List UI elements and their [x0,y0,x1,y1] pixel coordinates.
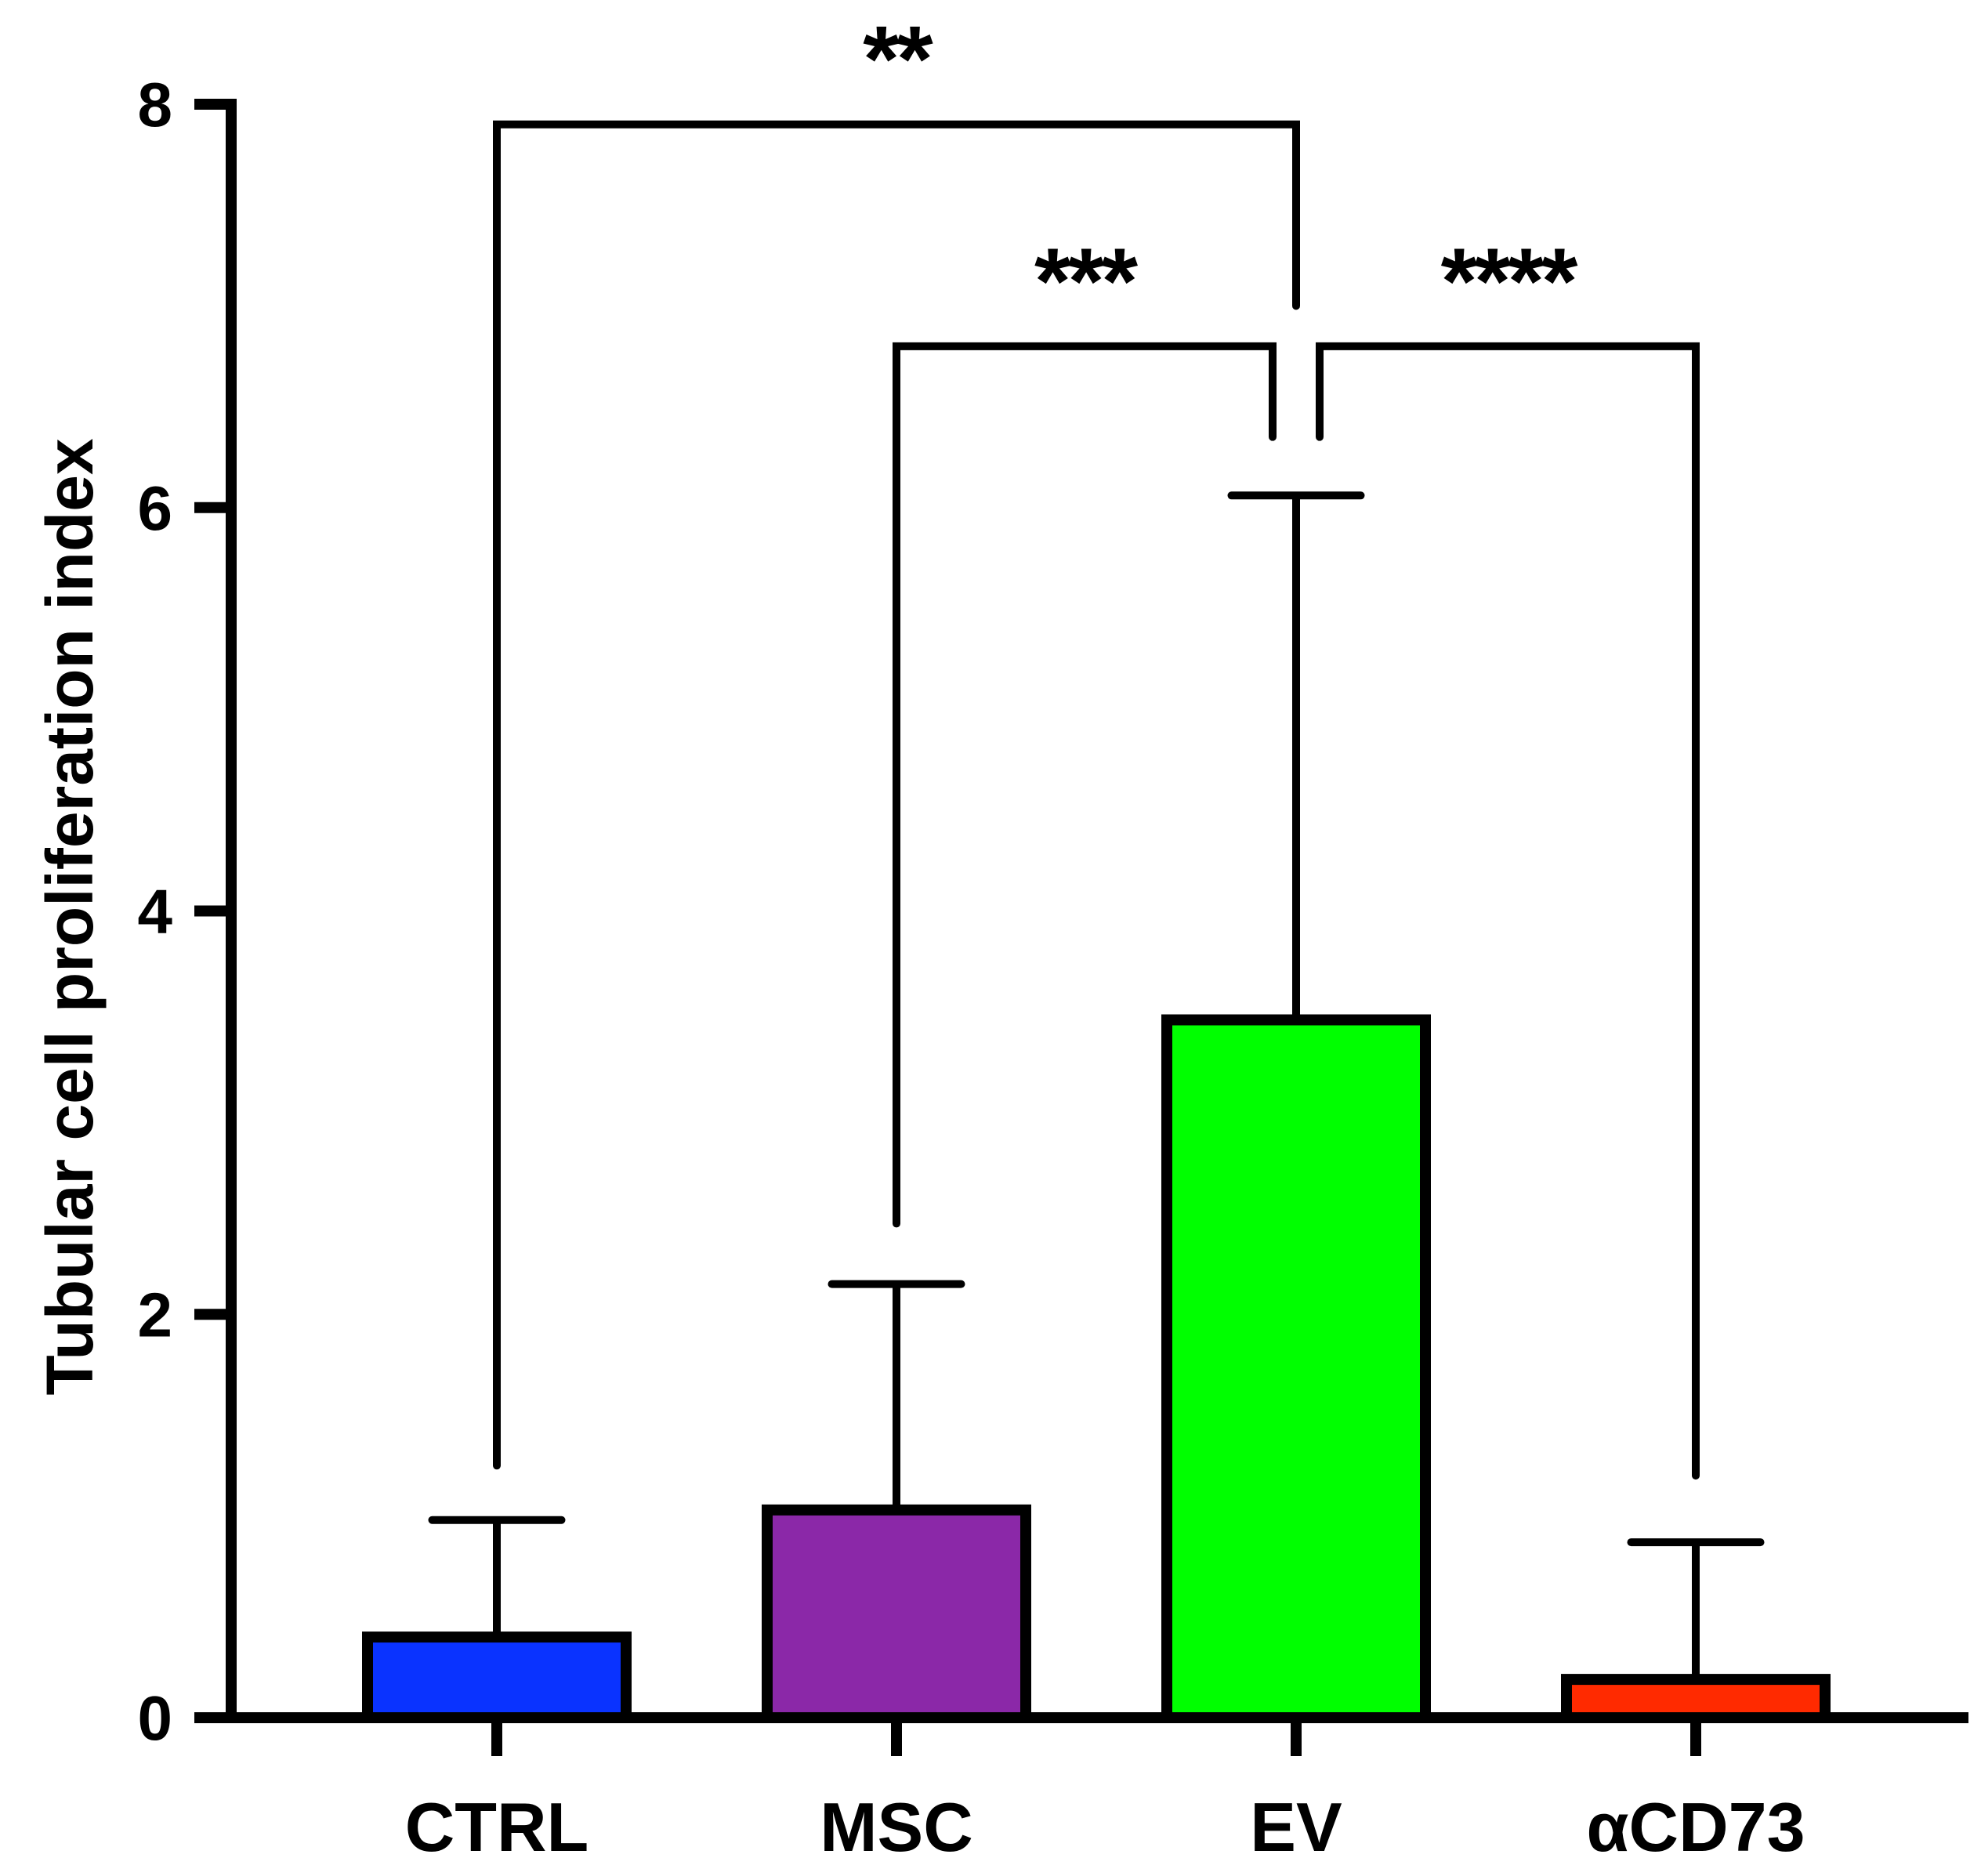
x-tick-label-3: αCD73 [1586,1788,1805,1866]
x-tick-label-0: CTRL [405,1788,589,1866]
significance-label-1: *** [1034,229,1138,334]
significance-bracket-0 [493,120,1300,1470]
y-tick-label-8: 8 [138,70,173,139]
bar-msc [762,1504,1031,1724]
significance-label-0: ** [863,7,933,112]
significance-label-2: **** [1441,229,1578,334]
x-tick-label-2: EV [1250,1788,1342,1866]
y-ticks [194,99,237,1723]
y-tick-label-0: 0 [138,1683,173,1753]
x-tick-label-1: MSC [820,1788,973,1866]
error-bars [428,491,1765,1680]
significance-bracket-1 [893,342,1277,1228]
significance-brackets: ***** **** [493,7,1700,1480]
y-tick-label-4: 4 [138,877,173,947]
y-tick-label-2: 2 [138,1280,173,1349]
bar-ev [1161,1014,1431,1724]
y-tick-labels: 0 2 4 6 8 [138,70,173,1753]
significance-bracket-2 [1316,342,1700,1480]
bar-cd73 [1561,1674,1831,1723]
y-axis-title: Tubular cell proliferation index [33,438,107,1396]
x-tick-labels: CTRL MSC EV αCD73 [405,1788,1805,1866]
bars [362,1014,1831,1724]
y-tick-label-6: 6 [138,473,173,543]
bar-ctrl [362,1632,632,1724]
